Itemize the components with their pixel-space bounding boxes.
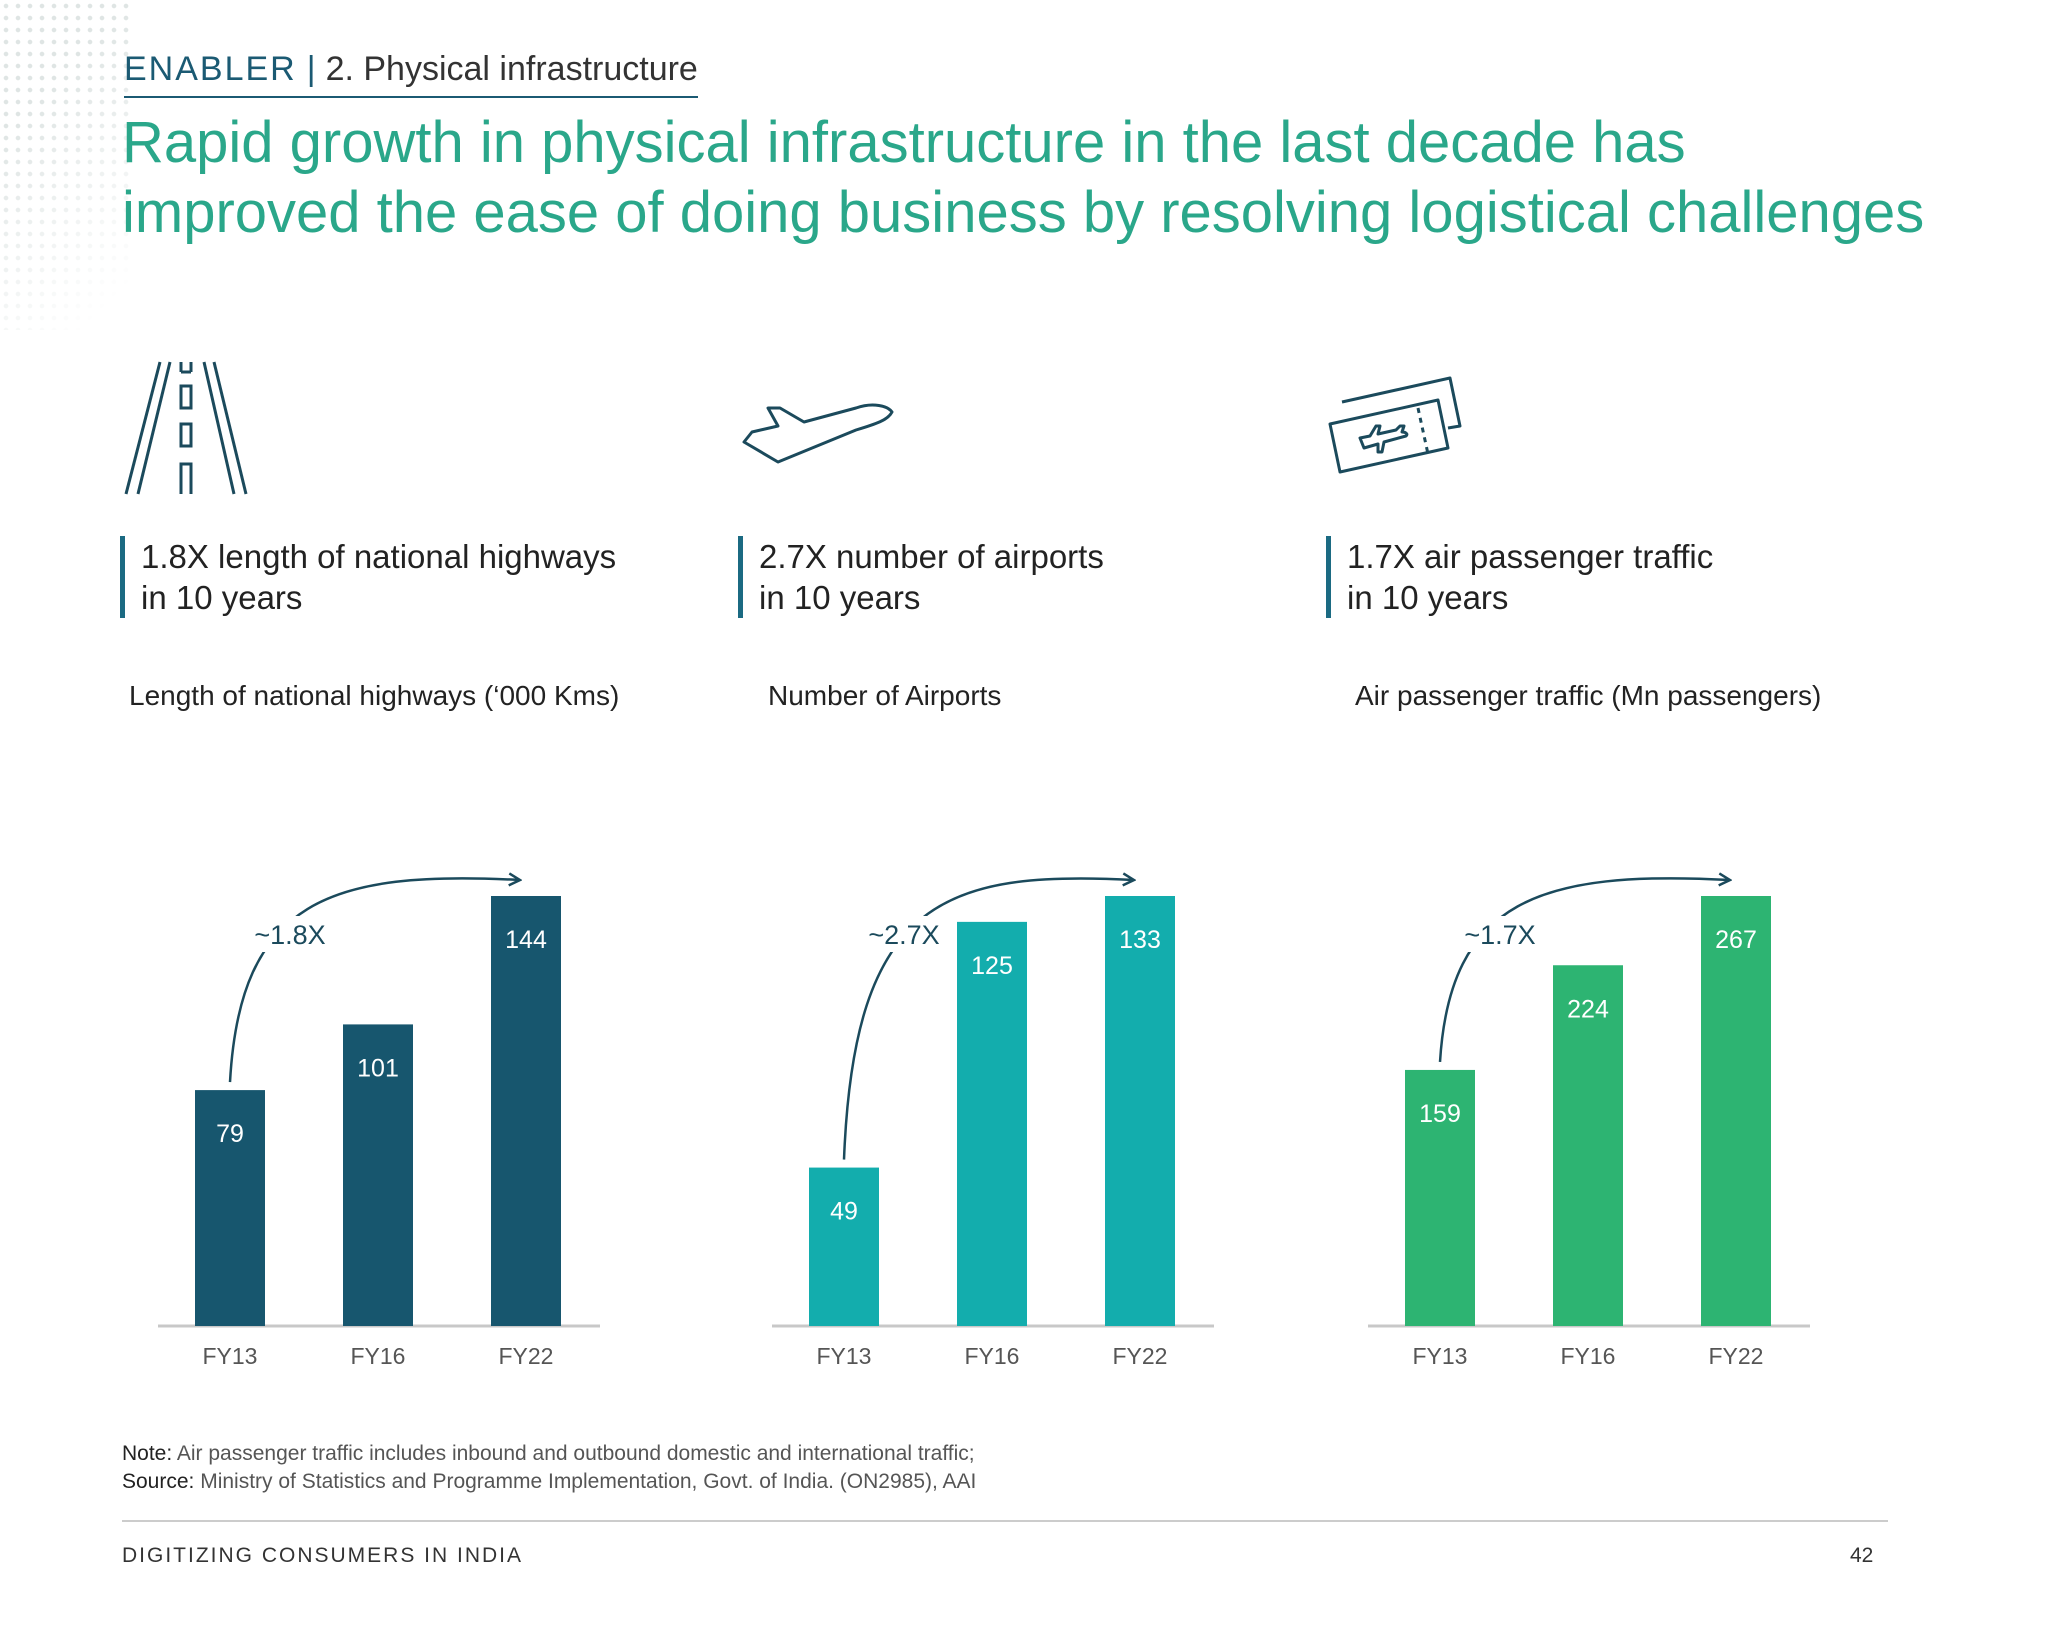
x-tick-label: FY16 (965, 1343, 1020, 1369)
subsection-name: 2. Physical infrastructure (325, 50, 698, 88)
growth-label-bg (859, 916, 949, 952)
title-line-1: Rapid growth in physical infrastructure … (122, 110, 1686, 175)
bar-value-label: 79 (216, 1120, 244, 1148)
stat-highways: 1.8X length of national highways in 10 y… (120, 536, 616, 618)
section-label: ENABLER | 2. Physical infrastructure (124, 44, 698, 98)
chart-title-highways: Length of national highways (‘000 Kms) (129, 680, 620, 711)
x-tick-label: FY13 (1413, 1343, 1468, 1369)
growth-multiplier-label: ~1.8X (254, 920, 325, 950)
growth-arrow (228, 878, 520, 1083)
bar-fy16 (343, 1024, 413, 1326)
growth-label-bg (245, 916, 335, 952)
bar-fy16 (1553, 965, 1623, 1326)
stat-line-2: in 10 years (759, 579, 921, 616)
x-tick-label: FY22 (1113, 1343, 1168, 1369)
source-label: Source: (122, 1470, 195, 1493)
stat-line-1: 2.7X number of airports (759, 538, 1104, 575)
section-separator: | (306, 50, 316, 88)
footnotes: Note: Air passenger traffic includes inb… (122, 1440, 976, 1496)
page-number: 42 (1850, 1544, 1874, 1567)
stat-airports: 2.7X number of airports in 10 years (738, 536, 1104, 618)
x-tick-label: FY22 (1709, 1343, 1764, 1369)
note-label: Note: (122, 1442, 173, 1465)
chart-title-air-traffic: Air passenger traffic (Mn passengers) (1355, 680, 1822, 711)
stat-line-2: in 10 years (141, 579, 303, 616)
chart-airports: 49 FY13 125 FY16 133 FY22 ~2.7X (772, 860, 1214, 1369)
chart-title-airports: Number of Airports (768, 680, 1002, 711)
footer-divider (122, 1520, 1888, 1522)
bar-fy13 (1405, 1069, 1475, 1326)
chart-air-traffic: 159 FY13 224 FY16 267 FY22 ~1.7X (1368, 860, 1810, 1369)
stat-line-1: 1.7X air passenger traffic (1347, 538, 1714, 575)
bar-value-label: 49 (830, 1198, 858, 1226)
boarding-pass-icon (1328, 376, 1462, 474)
footer-title: DIGITIZING CONSUMERS IN INDIA (122, 1544, 524, 1567)
growth-multiplier-label: ~1.7X (1464, 920, 1535, 950)
bar-value-label: 159 (1419, 1100, 1461, 1128)
bar-fy22 (491, 896, 561, 1326)
source-line: Source: Ministry of Statistics and Progr… (122, 1468, 976, 1496)
bar-fy16 (957, 921, 1027, 1326)
source-text: Ministry of Statistics and Programme Imp… (194, 1470, 977, 1493)
section-name: ENABLER (124, 50, 297, 88)
note-text: Air passenger traffic includes inbound a… (172, 1442, 975, 1465)
growth-multiplier-label: ~2.7X (868, 920, 939, 950)
page-title: Rapid growth in physical infrastructure … (122, 108, 1942, 248)
x-tick-label: FY22 (499, 1343, 554, 1369)
title-line-2: improved the ease of doing business by r… (122, 180, 1925, 245)
chart-highways: 79 FY13 101 FY16 144 FY22 ~1.8X (158, 860, 600, 1369)
bar-value-label: 125 (971, 952, 1013, 980)
x-tick-label: FY16 (1561, 1343, 1616, 1369)
road-icon (124, 361, 248, 495)
stat-air-traffic: 1.7X air passenger traffic in 10 years (1326, 536, 1713, 618)
bar-value-label: 101 (357, 1054, 399, 1082)
x-tick-label: FY13 (203, 1343, 258, 1369)
dot-pattern (0, 0, 130, 330)
bar-value-label: 144 (505, 926, 547, 954)
stat-line-1: 1.8X length of national highways (141, 538, 617, 575)
bar-value-label: 224 (1567, 995, 1609, 1023)
airplane-icon (742, 403, 894, 464)
bar-value-label: 267 (1715, 926, 1757, 954)
bar-fy22 (1105, 896, 1175, 1326)
bar-fy13 (195, 1090, 265, 1326)
growth-arrow (1438, 878, 1730, 1063)
bar-fy13 (809, 1167, 879, 1326)
bar-fy22 (1701, 896, 1771, 1326)
stat-line-2: in 10 years (1347, 579, 1509, 616)
growth-label-bg (1455, 916, 1545, 952)
bar-value-label: 133 (1119, 926, 1161, 954)
x-tick-label: FY16 (351, 1343, 406, 1369)
note-line: Note: Air passenger traffic includes inb… (122, 1440, 976, 1468)
x-tick-label: FY13 (817, 1343, 872, 1369)
